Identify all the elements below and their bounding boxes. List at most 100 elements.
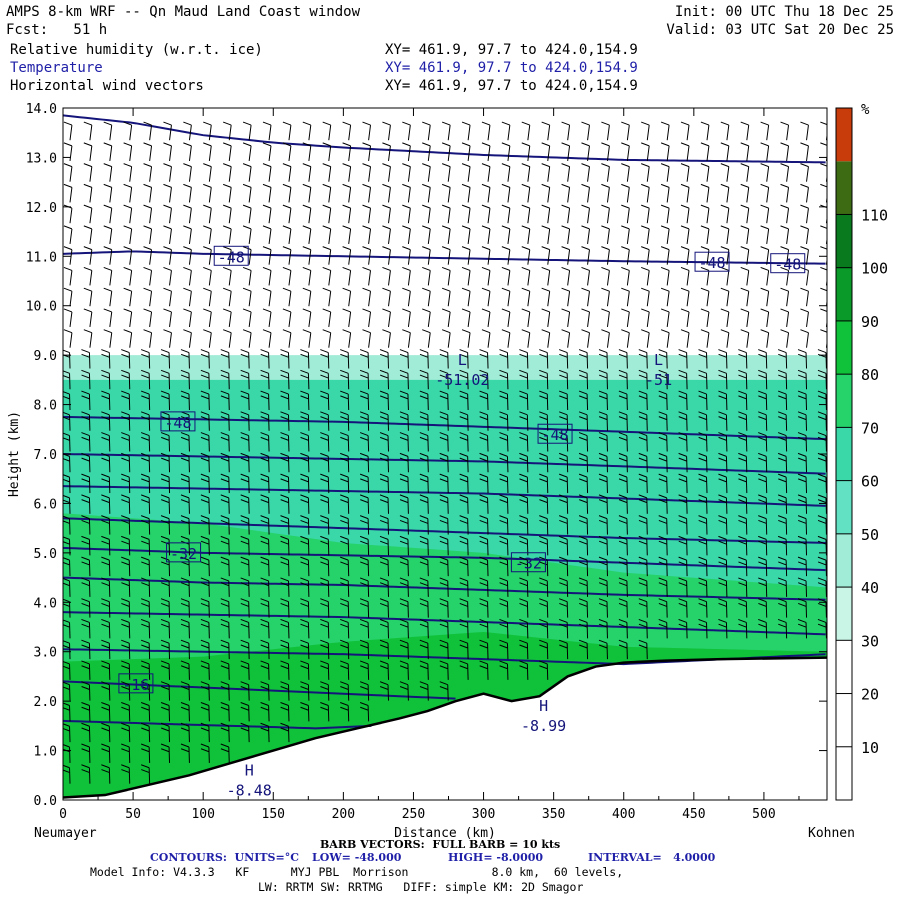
extrema-value-3: -8.48 — [227, 781, 272, 799]
wind-barb — [660, 329, 670, 348]
wind-barb — [101, 702, 111, 722]
wind-barb — [638, 369, 648, 390]
wind-barb — [280, 452, 290, 473]
wind-barb — [379, 577, 390, 597]
wind-barb — [382, 329, 391, 348]
field-temp-xy: XY= 461.9, 97.7 to 424.0,154.9 — [385, 60, 638, 76]
wind-barb — [342, 225, 352, 244]
wind-barb — [302, 287, 312, 307]
wind-barb — [103, 163, 113, 182]
wind-barb — [738, 556, 748, 577]
wind-barb — [678, 535, 688, 556]
wind-barb — [160, 535, 171, 556]
wind-barb — [541, 163, 551, 182]
wind-barb — [658, 349, 668, 369]
wind-barb — [222, 329, 232, 348]
wind-barb — [342, 142, 352, 161]
x-tick-label: 250 — [402, 807, 425, 822]
wind-barb — [123, 329, 133, 348]
wind-barb — [123, 225, 133, 244]
wind-barb — [222, 142, 232, 161]
wind-barb — [459, 494, 469, 514]
wind-barb — [81, 369, 91, 390]
wind-barb — [479, 411, 489, 431]
wind-barb — [340, 390, 350, 411]
plot-area: -48 -48 -48 -48 -48 -32 -32 -16 L -51.02 L -51 H -8.9… — [63, 114, 827, 800]
wind-barb — [419, 369, 429, 390]
wind-barb — [399, 577, 409, 597]
wind-barb — [638, 556, 648, 577]
y-tick-label: 14.0 — [26, 102, 57, 117]
wind-barb — [322, 121, 332, 141]
wind-barb — [220, 369, 230, 390]
wind-barb — [101, 639, 111, 660]
wind-barb — [81, 764, 91, 784]
wind-barb — [342, 204, 352, 224]
wind-barb — [242, 225, 252, 244]
wind-barb — [262, 266, 272, 286]
wind-barb — [738, 618, 748, 639]
wind-barb — [439, 411, 449, 431]
wind-barb — [140, 598, 151, 618]
wind-barb — [121, 556, 131, 577]
wind-barb — [459, 349, 469, 369]
wind-barb — [720, 163, 730, 182]
colorbar-label: 80 — [861, 366, 879, 384]
wind-barb — [618, 452, 628, 473]
wind-barb — [282, 246, 292, 265]
wind-barb — [399, 411, 409, 431]
wind-barb — [541, 246, 551, 265]
wind-barb — [143, 225, 153, 244]
wind-barb — [720, 329, 730, 348]
wind-barb — [700, 266, 710, 286]
wind-barb — [140, 722, 151, 743]
wind-barb — [359, 618, 370, 639]
wind-barb — [200, 390, 210, 411]
wind-barb — [598, 598, 608, 618]
wind-barb — [300, 639, 310, 660]
wind-barb — [180, 473, 190, 494]
wind-barb — [422, 183, 431, 203]
wind-barb — [598, 452, 608, 473]
wind-barb — [718, 473, 728, 494]
temp-label-box-7 — [118, 673, 154, 694]
wind-barb — [320, 390, 330, 411]
terrain-mask — [63, 657, 827, 800]
wind-barb — [81, 722, 91, 743]
wind-barb — [399, 349, 409, 369]
wind-barb — [439, 369, 449, 390]
wind-barb — [101, 577, 111, 597]
wind-barb — [658, 473, 668, 494]
wind-barb — [320, 598, 330, 618]
wind-barb — [539, 349, 549, 369]
wind-barb — [140, 432, 151, 452]
wind-barb — [777, 349, 788, 369]
wind-barb — [121, 349, 131, 369]
wind-barb — [419, 618, 429, 639]
wind-barb — [320, 494, 330, 514]
wind-barb — [660, 266, 670, 286]
x-tick-label: 300 — [472, 807, 495, 822]
wind-barb — [121, 411, 131, 431]
wind-barb — [698, 577, 708, 597]
wind-barb — [481, 266, 491, 286]
wind-barb — [501, 225, 511, 244]
wind-barb — [280, 473, 290, 494]
wind-barb — [800, 121, 809, 141]
wind-barb — [322, 183, 332, 203]
wind-barb — [738, 432, 748, 452]
wind-barb — [262, 308, 272, 328]
wind-barb — [203, 225, 212, 244]
wind-barb — [738, 411, 748, 431]
wind-barb — [817, 390, 827, 411]
wind-barb — [183, 225, 192, 244]
wind-barb — [359, 639, 370, 660]
wind-barb — [419, 681, 429, 701]
wind-barb — [340, 598, 350, 618]
wind-barb — [359, 681, 370, 701]
wind-barb — [558, 618, 569, 639]
y-tick-label: 10.0 — [26, 300, 57, 315]
wind-barb — [539, 535, 549, 556]
wind-barb — [200, 722, 210, 743]
wind-barb — [300, 432, 310, 452]
